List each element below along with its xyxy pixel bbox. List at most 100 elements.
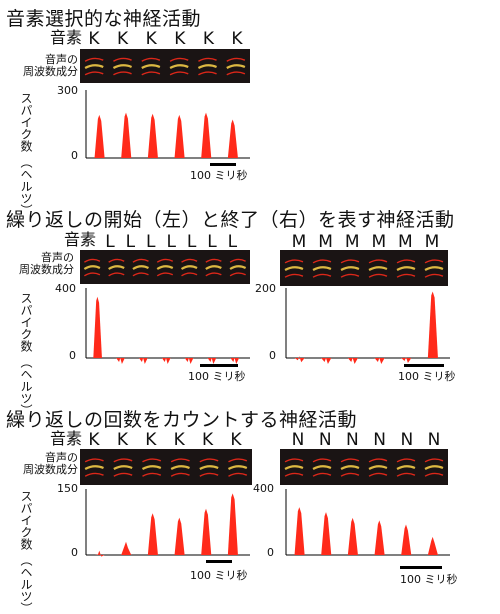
spectrogram bbox=[280, 449, 448, 485]
syllable-label: L bbox=[207, 232, 217, 252]
spectrogram-syllable bbox=[83, 258, 101, 277]
scale-bar bbox=[400, 566, 442, 569]
scale-bar bbox=[210, 163, 236, 166]
syllable-label: K bbox=[145, 29, 157, 49]
spectrogram-syllable bbox=[84, 57, 104, 76]
section-title: 音素選択的な神経活動 bbox=[6, 8, 202, 30]
spectrogram-syllable bbox=[197, 57, 218, 76]
spectrogram-syllable bbox=[229, 258, 247, 277]
syllable-label: K bbox=[88, 29, 100, 49]
y-tick-max: 400 bbox=[253, 482, 274, 495]
spike-peak bbox=[201, 508, 212, 555]
syllable-label: K bbox=[230, 430, 242, 450]
y-axis-label-line: スパイク数 bbox=[19, 292, 33, 352]
syllable-label: K bbox=[173, 430, 185, 450]
spike-peak bbox=[174, 517, 185, 555]
spectrogram-syllable bbox=[141, 458, 162, 477]
syllable-label: M bbox=[398, 232, 413, 252]
spectrogram-syllable bbox=[113, 458, 133, 477]
spectrogram-syllable bbox=[424, 259, 444, 278]
spectrogram-label: 音声の 周波数成分 bbox=[10, 452, 78, 476]
syllable-label: K bbox=[145, 430, 157, 450]
syllable-label: N bbox=[373, 430, 386, 450]
syllable-label: L bbox=[146, 232, 156, 252]
spike-peak bbox=[201, 112, 212, 158]
spike-peak bbox=[121, 112, 132, 158]
spectrogram-label-line: 音声の bbox=[45, 451, 78, 464]
spike-histogram bbox=[285, 489, 450, 556]
syllable-label: K bbox=[202, 430, 214, 450]
spike-peak bbox=[139, 358, 148, 364]
spectrogram-label-line: 周波数成分 bbox=[23, 463, 78, 476]
spike-peak bbox=[161, 358, 171, 364]
section-title: 繰り返しの開始（左）と終了（右）を表す神経活動 bbox=[6, 209, 455, 231]
spike-peak bbox=[374, 358, 385, 364]
spectrogram-syllable bbox=[227, 458, 248, 477]
spike-peak bbox=[121, 541, 132, 555]
spectrogram-label: 音声の 周波数成分 bbox=[10, 252, 74, 276]
spike-histogram bbox=[85, 489, 250, 557]
y-tick-max: 150 bbox=[57, 482, 78, 495]
section-title: 繰り返しの回数をカウントする神経活動 bbox=[6, 409, 358, 431]
syllable-label: M bbox=[424, 232, 440, 252]
spectrogram-syllable bbox=[312, 259, 332, 278]
y-tick-max: 200 bbox=[255, 282, 276, 295]
scale-bar-label: 100 ミリ秒 bbox=[188, 370, 246, 383]
spike-peak bbox=[227, 119, 238, 158]
syllable-label: L bbox=[105, 232, 115, 252]
spectrogram bbox=[280, 250, 448, 286]
y-axis-label-line: （ヘルツ） bbox=[19, 553, 33, 614]
syllable-label: M bbox=[344, 232, 360, 252]
spectrogram-syllable bbox=[132, 258, 149, 277]
spike-histogram bbox=[85, 90, 250, 159]
y-tick-max: 400 bbox=[55, 282, 76, 295]
y-tick-zero: 0 bbox=[269, 349, 276, 362]
spectrogram-label-line: 音声の bbox=[45, 53, 78, 66]
y-axis-label: スパイク数 （ヘルツ） bbox=[19, 292, 33, 416]
spectrogram-syllable bbox=[284, 259, 304, 278]
spike-peak bbox=[116, 358, 125, 364]
syllable-label: N bbox=[346, 430, 359, 450]
spectrogram-syllable bbox=[199, 458, 219, 477]
spectrogram-label-line: 音声の bbox=[41, 251, 74, 264]
spectrogram-syllable bbox=[141, 57, 161, 76]
syllable-label: M bbox=[371, 232, 387, 252]
y-axis-label: スパイク数 （ヘルツ） bbox=[19, 490, 33, 614]
syllable-label: N bbox=[291, 430, 305, 450]
y-axis-label-line: スパイク数 bbox=[19, 92, 33, 152]
spike-peak bbox=[94, 550, 105, 557]
syllable-label: N bbox=[400, 430, 414, 450]
scale-bar-label: 100 ミリ秒 bbox=[190, 569, 248, 582]
scale-bar bbox=[200, 364, 238, 367]
syllable-row-label: 音素 bbox=[50, 28, 83, 47]
spectrogram-label-line: 周波数成分 bbox=[19, 263, 74, 276]
syllable-label: L bbox=[186, 232, 197, 252]
spike-peak bbox=[230, 358, 240, 364]
spike-peak bbox=[147, 513, 158, 555]
scale-bar bbox=[404, 364, 444, 367]
spectrogram-syllable bbox=[112, 57, 133, 76]
spectrogram-syllable bbox=[169, 57, 189, 76]
spectrogram-syllable bbox=[340, 259, 360, 278]
y-axis-label: スパイク数 （ヘルツ） bbox=[19, 92, 33, 216]
spike-peak bbox=[427, 536, 438, 555]
y-tick-zero: 0 bbox=[69, 349, 76, 362]
spectrogram-syllable bbox=[170, 458, 190, 477]
spectrogram-syllable bbox=[340, 458, 360, 477]
scale-bar-label: 100 ミリ秒 bbox=[190, 169, 248, 182]
spike-peak bbox=[294, 356, 305, 363]
scale-bar-label: 100 ミリ秒 bbox=[400, 573, 458, 586]
syllable-label: L bbox=[227, 232, 238, 252]
spectrogram-syllable bbox=[284, 458, 304, 477]
spike-histogram bbox=[85, 288, 250, 364]
syllable-label: M bbox=[291, 232, 307, 252]
spectrogram bbox=[80, 49, 250, 83]
y-tick-max: 300 bbox=[57, 84, 78, 97]
spectrogram-syllable bbox=[180, 258, 198, 277]
spectrogram-syllable bbox=[368, 259, 388, 278]
spectrogram bbox=[80, 449, 252, 485]
spectrogram bbox=[80, 250, 250, 284]
syllable-label: M bbox=[318, 232, 333, 252]
syllable-label: K bbox=[88, 430, 100, 450]
spectrogram-syllable bbox=[396, 458, 416, 477]
